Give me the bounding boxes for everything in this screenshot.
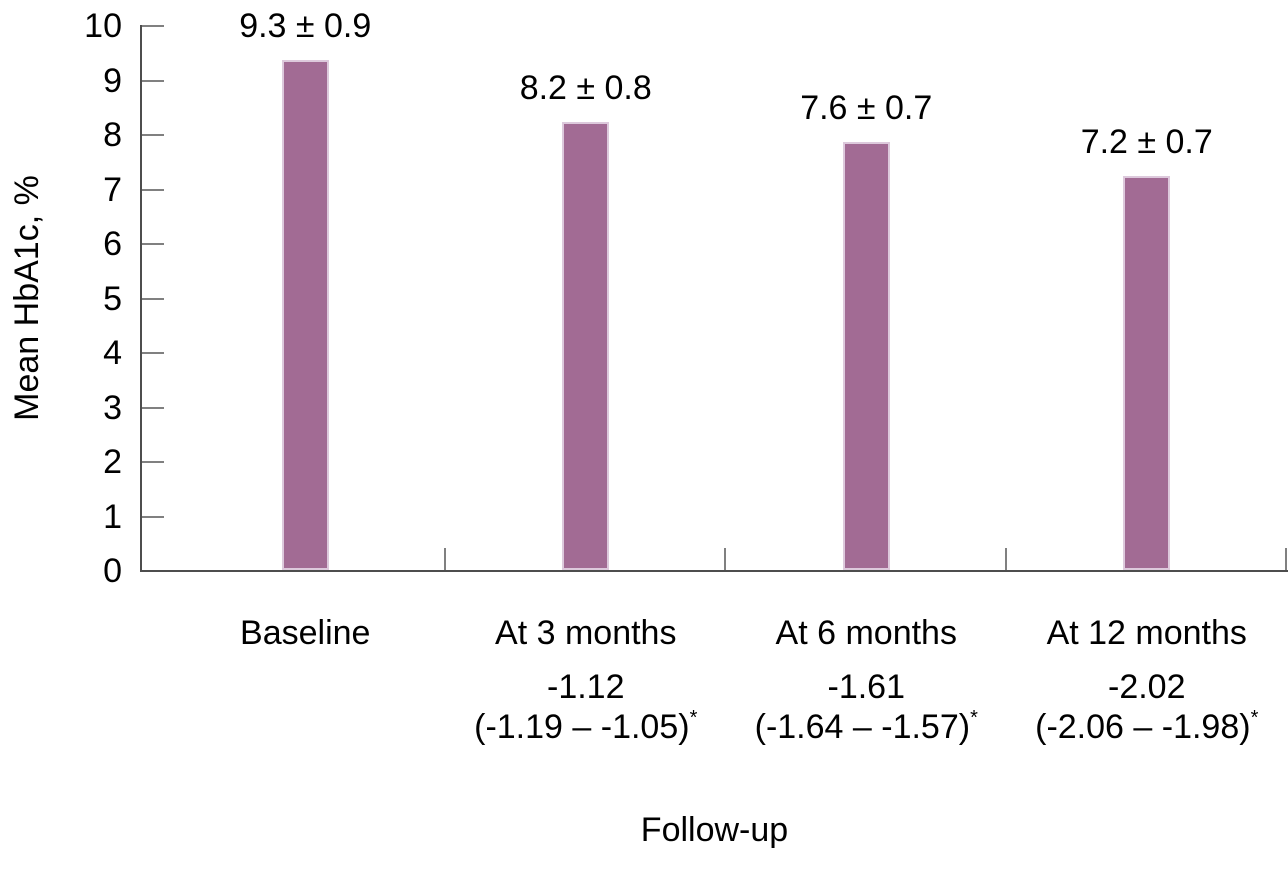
y-tick-label: 10 bbox=[84, 7, 122, 45]
y-tick-label: 1 bbox=[103, 497, 122, 536]
confidence-interval-label: (-2.06 – -1.98)* bbox=[1007, 706, 1287, 748]
significance-asterisk: * bbox=[970, 706, 978, 729]
category-label: At 3 months bbox=[495, 614, 677, 652]
y-tick-mark bbox=[142, 515, 164, 518]
confidence-interval-label: (-1.64 – -1.57)* bbox=[726, 706, 1006, 748]
confidence-interval-label: (-1.19 – -1.05)* bbox=[446, 706, 726, 748]
ci-range-text: (-1.19 – -1.05) bbox=[474, 708, 690, 746]
bar-value-label: 7.2 ± 0.7 bbox=[1080, 122, 1213, 161]
x-boundary-tick bbox=[443, 548, 446, 570]
significance-asterisk: * bbox=[689, 706, 698, 729]
y-tick-label: 2 bbox=[103, 443, 122, 481]
mean-change-label: -1.12 bbox=[547, 668, 625, 706]
y-tick-label: 4 bbox=[103, 334, 122, 372]
mean-change-label: -1.61 bbox=[827, 668, 906, 706]
x-boundary-tick bbox=[1004, 548, 1007, 570]
x-axis-title: Follow-up bbox=[640, 811, 789, 849]
category-label: At 6 months bbox=[775, 614, 957, 652]
y-tick-label: 3 bbox=[103, 388, 122, 427]
bar-value-label: 9.3 ± 0.9 bbox=[239, 6, 372, 45]
bar-value-label: 8.2 ± 0.8 bbox=[519, 68, 652, 107]
y-tick-mark bbox=[142, 188, 164, 191]
y-tick-mark bbox=[142, 243, 164, 245]
mean-change-label: -2.02 bbox=[1108, 668, 1186, 706]
category-label: Baseline bbox=[240, 614, 371, 652]
y-tick-label: 8 bbox=[103, 116, 122, 154]
y-tick-mark bbox=[142, 352, 164, 354]
x-boundary-tick bbox=[1285, 548, 1287, 570]
y-tick-mark bbox=[142, 406, 164, 409]
y-tick-mark bbox=[142, 79, 164, 82]
y-tick-mark bbox=[142, 297, 164, 300]
x-axis-line bbox=[140, 570, 1288, 572]
category-label: At 12 months bbox=[1046, 614, 1247, 652]
y-tick-mark bbox=[142, 25, 164, 27]
y-tick-label: 9 bbox=[103, 61, 122, 100]
bar-baseline bbox=[281, 59, 329, 570]
ci-range-text: (-2.06 – -1.98) bbox=[1035, 708, 1251, 746]
ci-range-text: (-1.64 – -1.57) bbox=[754, 708, 971, 746]
y-tick-mark bbox=[142, 134, 164, 136]
x-boundary-tick bbox=[724, 548, 726, 570]
bar-at-6-months bbox=[842, 141, 890, 570]
bar-at-12-months bbox=[1123, 175, 1171, 570]
y-tick-mark bbox=[142, 461, 164, 463]
bar-value-label: 7.6 ± 0.7 bbox=[800, 88, 933, 127]
bar-at-3-months bbox=[562, 121, 610, 570]
significance-asterisk: * bbox=[1250, 706, 1259, 729]
y-tick-label: 6 bbox=[103, 225, 122, 263]
y-axis-line bbox=[140, 25, 142, 572]
y-tick-label: 5 bbox=[103, 279, 122, 318]
y-tick-label: 7 bbox=[103, 170, 122, 209]
y-tick-label: 0 bbox=[103, 552, 122, 590]
